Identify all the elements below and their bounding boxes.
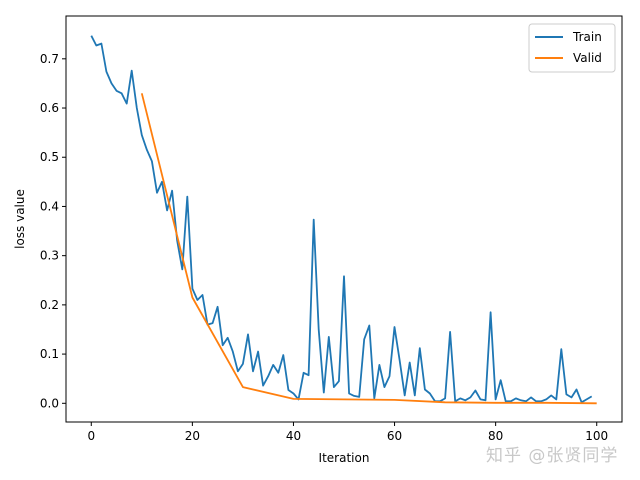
legend-valid-label: Valid [573, 51, 602, 65]
y-tick-label: 0.0 [40, 396, 59, 410]
x-axis-ticks: 0 20 40 60 80 100 [87, 422, 608, 443]
y-tick-label: 0.6 [40, 101, 59, 115]
y-axis-label: loss value [13, 189, 27, 249]
x-tick-label: 40 [286, 429, 301, 443]
legend-box [528, 23, 616, 73]
series-line-valid [140, 93, 597, 405]
axes-frame [65, 15, 623, 423]
series-layer [90, 35, 597, 405]
y-tick-label: 0.1 [40, 347, 59, 361]
y-tick-label: 0.2 [40, 298, 59, 312]
legend: Train Valid [528, 23, 616, 73]
x-tick-label: 0 [87, 429, 95, 443]
watermark: 知乎 @张贤同学 [486, 446, 619, 466]
x-tick-label: 100 [585, 429, 608, 443]
x-tick-label: 60 [387, 429, 402, 443]
y-tick-label: 0.3 [40, 249, 59, 263]
legend-train-label: Train [572, 30, 602, 44]
y-tick-label: 0.7 [40, 52, 59, 66]
y-tick-label: 0.5 [40, 150, 59, 164]
x-axis-label: Iteration [319, 451, 370, 465]
x-tick-label: 20 [185, 429, 200, 443]
series-line-train [90, 35, 593, 404]
x-tick-label: 80 [488, 429, 503, 443]
y-axis-ticks: 0.0 0.1 0.2 0.3 0.4 0.5 0.6 0.7 [40, 52, 66, 410]
y-tick-label: 0.4 [40, 199, 59, 213]
